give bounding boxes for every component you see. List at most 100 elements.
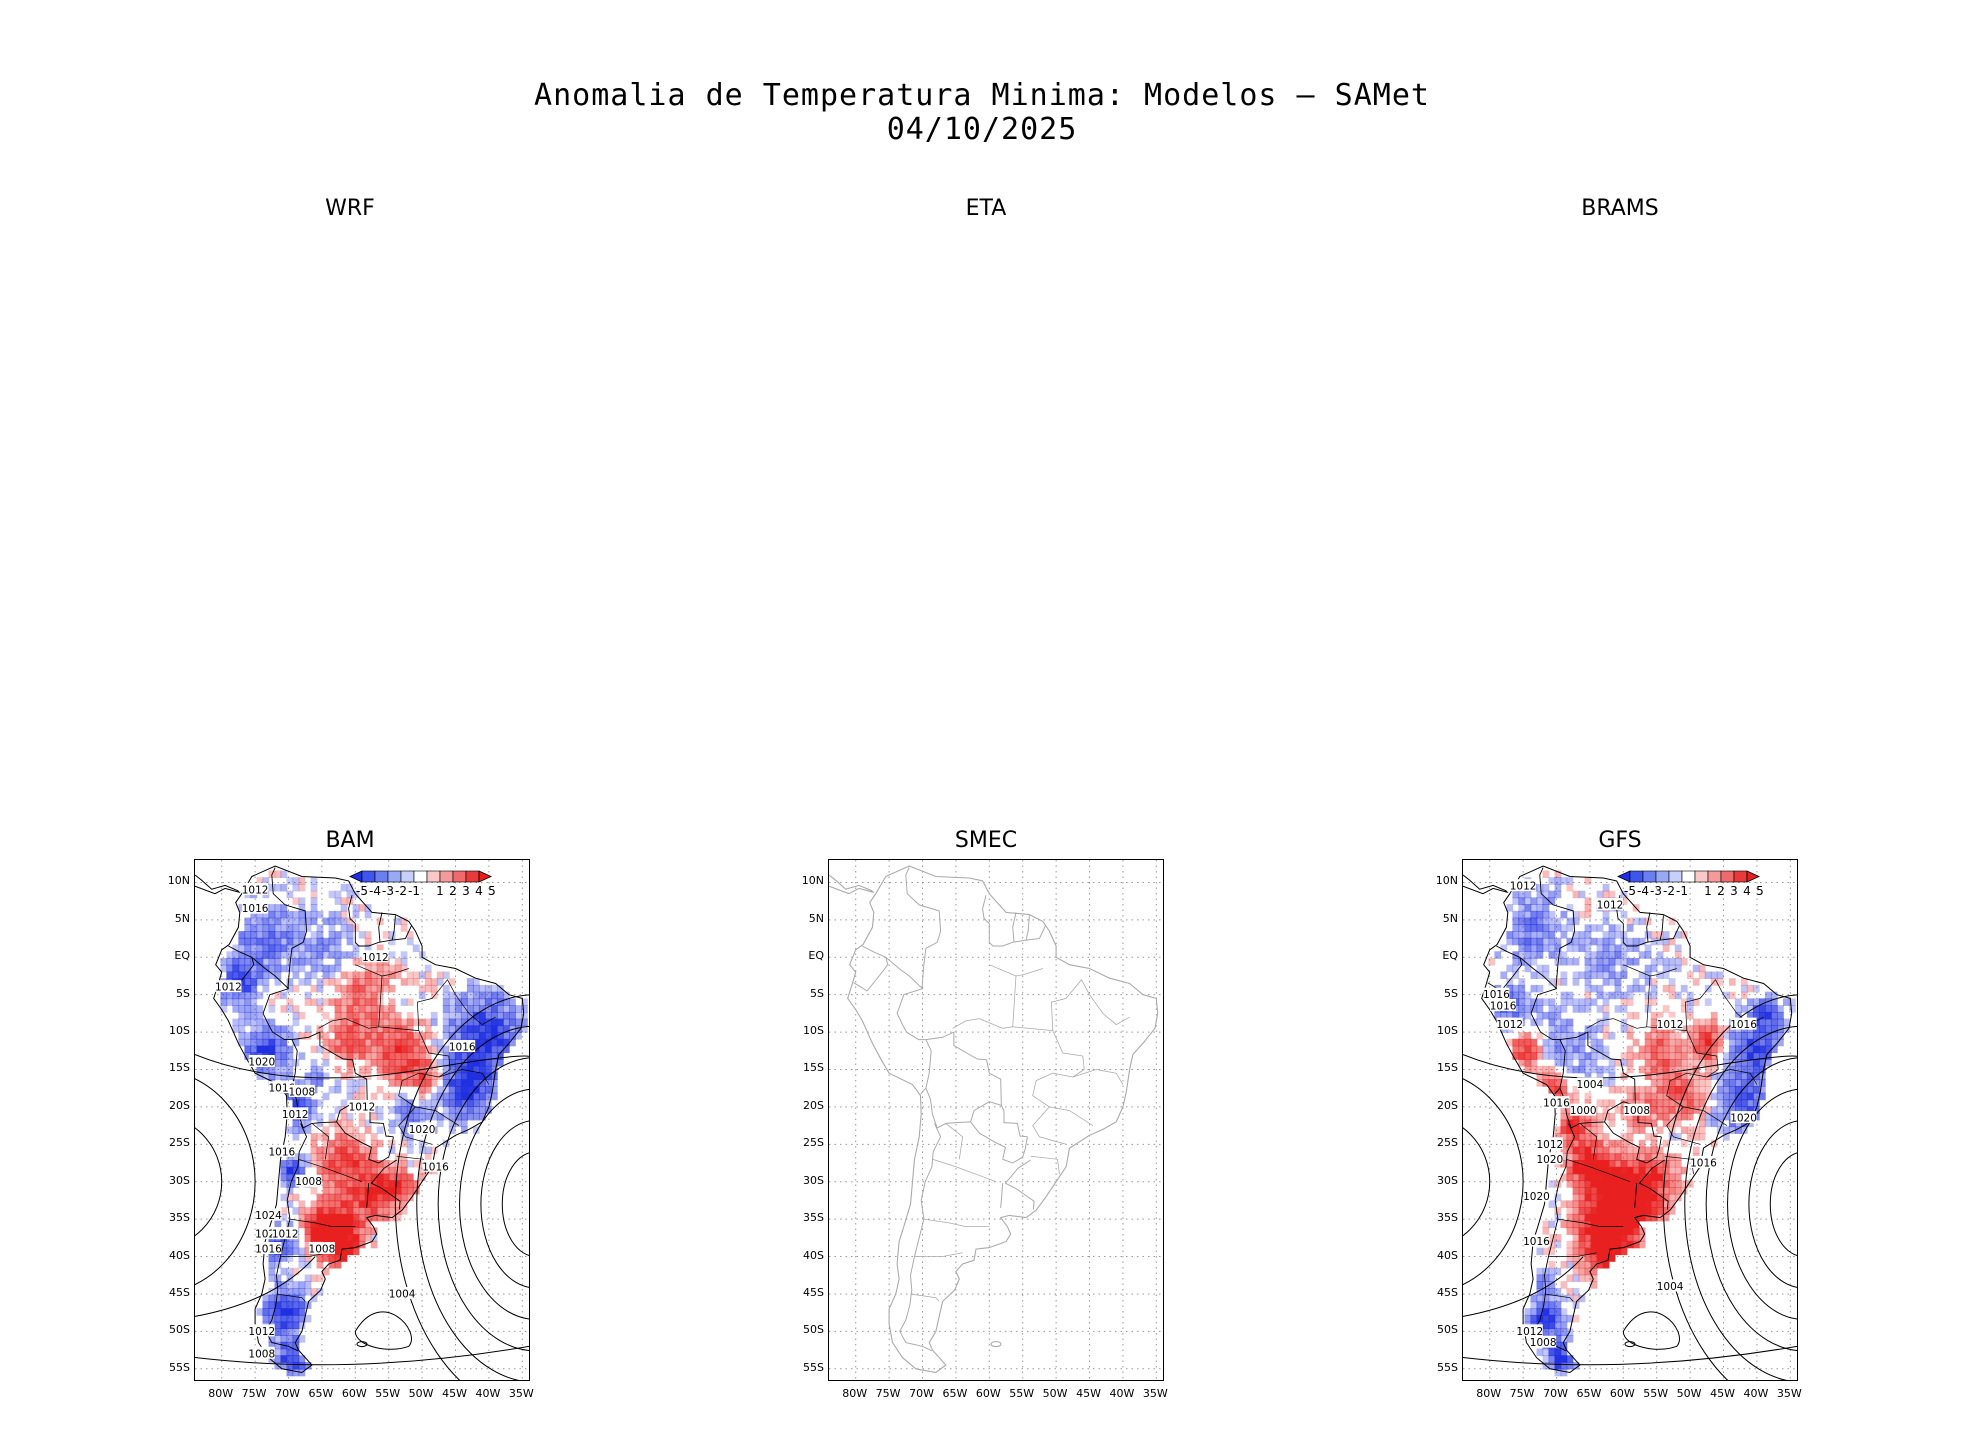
isobar-label: 1012 xyxy=(242,884,269,896)
colorbar-label: 2 xyxy=(449,884,457,898)
isobar-label: 1012 xyxy=(1536,1139,1563,1151)
lat-tick-bam: 45S xyxy=(169,1285,190,1299)
isobar-label: 1012 xyxy=(215,982,242,994)
lon-tick-bam: 45W xyxy=(442,1387,467,1400)
lon-tick-smec: 55W xyxy=(1009,1387,1035,1400)
isobar-label: 1008 xyxy=(1530,1337,1557,1349)
colorbar-label: 3 xyxy=(462,884,470,898)
isobar-label: 1012 xyxy=(1510,881,1537,893)
lon-tick-bam: 55W xyxy=(375,1387,401,1400)
lon-tick-smec: 65W xyxy=(942,1387,968,1400)
isobars xyxy=(1463,994,1797,1380)
lat-tick-gfs: 20S xyxy=(1437,1098,1458,1112)
lon-tick-bam: 65W xyxy=(308,1387,334,1400)
colorbar-label: -5 xyxy=(1624,884,1636,898)
panel-label-smec: SMEC xyxy=(954,828,1018,853)
colorbar-label: 1 xyxy=(436,884,444,898)
isobar-label: 1016 xyxy=(1523,1236,1550,1248)
colorbar-label: -1 xyxy=(408,884,420,898)
graticule xyxy=(829,860,1163,1380)
isobar-label: 1012 xyxy=(1496,1019,1523,1031)
colorbar-label: 1 xyxy=(1704,884,1712,898)
lat-tick-gfs: 55S xyxy=(1437,1360,1458,1374)
lat-tick-smec: 45S xyxy=(803,1285,824,1299)
lon-tick-smec: 45W xyxy=(1076,1387,1101,1400)
isobar-label: 1016 xyxy=(255,1244,282,1256)
isobar-label: 1016 xyxy=(242,903,269,915)
lat-tick-gfs: 50S xyxy=(1437,1323,1458,1337)
lon-tick-bam: 70W xyxy=(275,1387,300,1400)
lat-tick-smec: 35S xyxy=(803,1211,824,1225)
lat-tick-smec: 5N xyxy=(808,911,824,925)
isobar-label: 1020 xyxy=(248,1057,275,1069)
isobar-label: 1008 xyxy=(295,1176,322,1188)
colorbar-label: 5 xyxy=(1756,884,1764,898)
isobar-label: 1016 xyxy=(1483,989,1510,1001)
colorbar-label: -4 xyxy=(369,884,381,898)
panel-label-brams: BRAMS xyxy=(1581,196,1659,221)
lat-tick-bam: 5S xyxy=(176,986,190,1000)
lat-tick-smec: 40S xyxy=(803,1248,824,1262)
lat-tick-bam: 15S xyxy=(169,1061,190,1075)
panel-label-wrf: WRF xyxy=(325,196,375,221)
country-borders xyxy=(829,865,1159,1374)
panel-label-gfs: GFS xyxy=(1598,828,1642,853)
colorbar-label: -5 xyxy=(356,884,368,898)
isobar-label: 1016 xyxy=(422,1161,449,1173)
isobar-label: 1012 xyxy=(349,1101,376,1113)
colorbar-label: -3 xyxy=(1650,884,1662,898)
isobar-label: 1004 xyxy=(1657,1281,1684,1293)
isobar-label: 1020 xyxy=(409,1124,436,1136)
isobar-label: 1004 xyxy=(1577,1079,1604,1091)
lon-tick-smec: 80W xyxy=(842,1387,868,1400)
lon-tick-smec: 50W xyxy=(1042,1387,1068,1400)
lat-tick-gfs: 15S xyxy=(1437,1061,1458,1075)
isobar-label: 1020 xyxy=(1730,1113,1757,1125)
lat-tick-smec: 15S xyxy=(803,1061,824,1075)
lat-tick-smec: EQ xyxy=(808,949,824,963)
isobar-label: 1016 xyxy=(268,1146,295,1158)
figure-date: 04/10/2025 xyxy=(886,112,1078,147)
lat-tick-gfs: 35S xyxy=(1437,1211,1458,1225)
lon-tick-smec: 40W xyxy=(1109,1387,1135,1400)
lat-tick-bam: 55S xyxy=(169,1360,190,1374)
isobar-label: 1012 xyxy=(362,952,389,964)
isobar-label: 1016 xyxy=(268,1083,295,1095)
lon-tick-gfs: 65W xyxy=(1576,1387,1602,1400)
colorbar-label: -2 xyxy=(395,884,407,898)
isobar-label: 1016 xyxy=(449,1042,476,1054)
lat-tick-gfs: 25S xyxy=(1437,1136,1458,1150)
lon-tick-smec: 35W xyxy=(1142,1387,1168,1400)
lat-tick-gfs: 5S xyxy=(1444,986,1458,1000)
isobar-label: 1012 xyxy=(248,1326,275,1338)
isobar-label: 1016 xyxy=(1690,1158,1717,1170)
isobar-label: 1012 xyxy=(272,1229,299,1241)
isobar-label: 1016 xyxy=(1730,1019,1757,1031)
isobar-label: 1012 xyxy=(1516,1326,1543,1338)
lon-tick-bam: 75W xyxy=(241,1387,267,1400)
lon-tick-gfs: 40W xyxy=(1743,1387,1769,1400)
lon-tick-gfs: 55W xyxy=(1643,1387,1669,1400)
lat-tick-smec: 50S xyxy=(803,1323,824,1337)
lat-tick-bam: 40S xyxy=(169,1248,190,1262)
isobar-label: 1008 xyxy=(309,1244,336,1256)
lat-tick-smec: 30S xyxy=(803,1173,824,1187)
colorbar-label: 5 xyxy=(488,884,496,898)
lat-tick-smec: 20S xyxy=(803,1098,824,1112)
lat-tick-gfs: 10N xyxy=(1435,874,1458,888)
map-panel-gfs: 1012 1012 1016 1016 1012 1012 1016 1004 1016 1000… xyxy=(1462,859,1798,1381)
isobar-label: 1012 xyxy=(282,1109,309,1121)
lat-tick-bam: 10N xyxy=(167,874,190,888)
isobar-label: 1004 xyxy=(389,1288,416,1300)
lon-tick-smec: 60W xyxy=(975,1387,1001,1400)
isobar-label: 1012 xyxy=(1657,1019,1684,1031)
lat-tick-smec: 10N xyxy=(801,874,824,888)
colorbar: -5 -4 -3 -2 -1 1 2 3 4 5 xyxy=(349,870,496,898)
lon-tick-gfs: 70W xyxy=(1543,1387,1568,1400)
colorbar: -5 -4 -3 -2 -1 1 2 3 4 5 xyxy=(1617,870,1764,898)
colorbar-label: 2 xyxy=(1717,884,1725,898)
lat-tick-bam: 50S xyxy=(169,1323,190,1337)
lon-tick-smec: 75W xyxy=(875,1387,901,1400)
lat-tick-gfs: 30S xyxy=(1437,1173,1458,1187)
colorbar-label: -3 xyxy=(382,884,394,898)
